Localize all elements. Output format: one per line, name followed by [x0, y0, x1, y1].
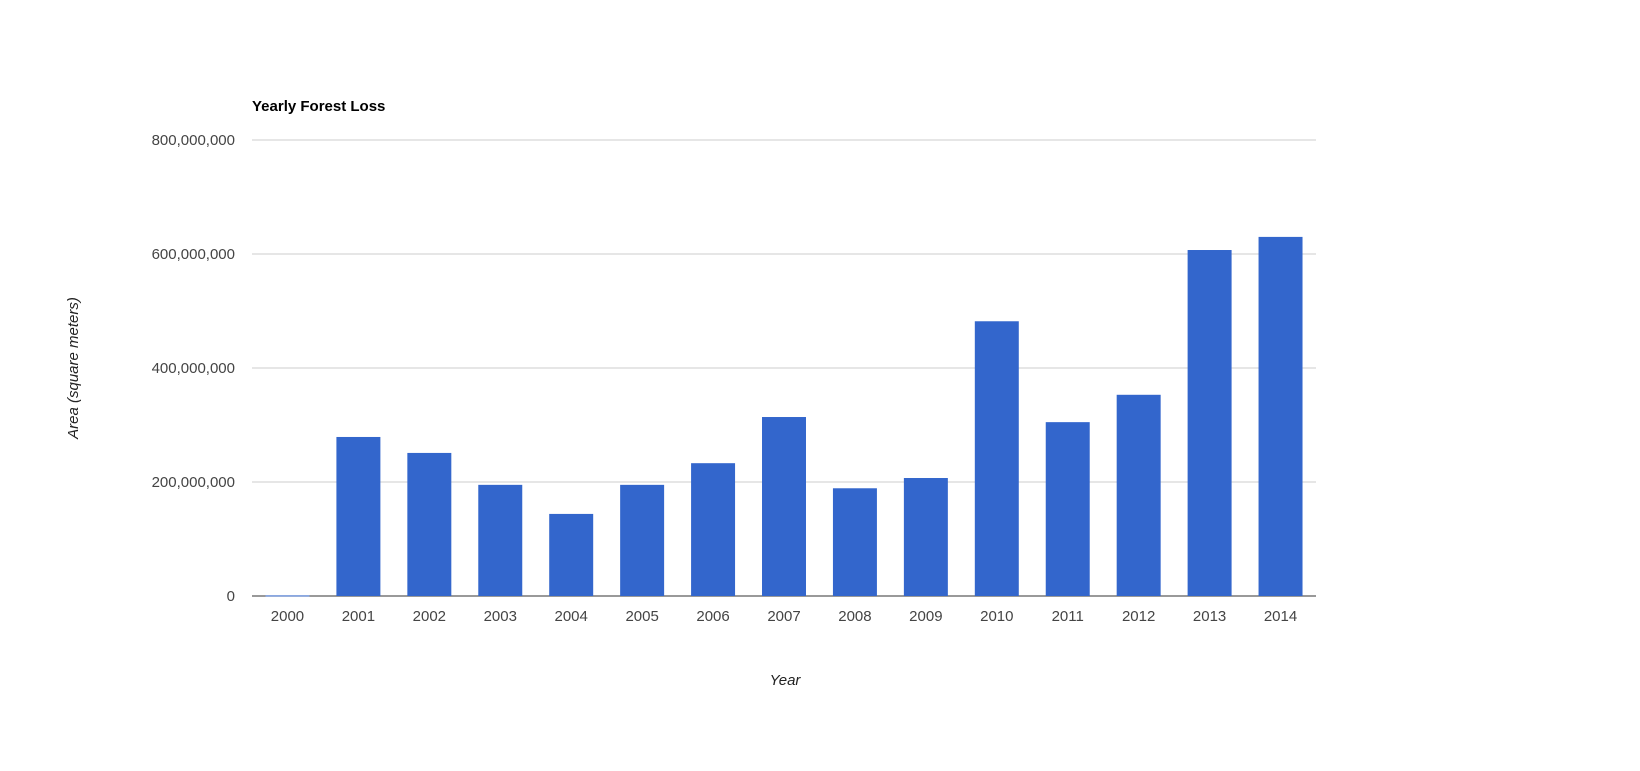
x-tick-label: 2006 — [696, 608, 729, 625]
bar-2012[interactable] — [1116, 394, 1161, 596]
bar-2006[interactable] — [691, 463, 736, 596]
x-tick-label: 2012 — [1122, 608, 1155, 625]
x-tick-label: 2014 — [1264, 608, 1297, 625]
bar-2014[interactable] — [1258, 236, 1303, 596]
x-tick-label: 2000 — [271, 608, 304, 625]
x-tick-label: 2003 — [484, 608, 517, 625]
bar-2007[interactable] — [762, 417, 806, 596]
y-tick-label: 200,000,000 — [152, 474, 235, 491]
x-tick-label: 2009 — [909, 608, 942, 625]
x-axis-label: Year — [770, 672, 802, 689]
bar-2011[interactable] — [1045, 422, 1090, 596]
bar-2008[interactable] — [832, 488, 877, 596]
x-tick-label: 2001 — [342, 608, 375, 625]
bar-2003[interactable] — [478, 484, 523, 596]
x-tick-label: 2004 — [555, 608, 588, 625]
bar-2004[interactable] — [549, 513, 594, 596]
x-tick-label: 2011 — [1052, 608, 1084, 625]
x-tick-label: 2007 — [767, 608, 800, 625]
bar-2001[interactable] — [336, 436, 381, 596]
y-tick-label: 800,000,000 — [152, 132, 235, 149]
y-tick-label: 400,000,000 — [152, 360, 235, 377]
bar-2013[interactable] — [1187, 250, 1232, 596]
x-tick-label: 2008 — [838, 608, 871, 625]
y-tick-label: 0 — [227, 588, 235, 605]
x-tick-label: 2010 — [980, 608, 1013, 625]
bar-2009[interactable] — [903, 478, 948, 596]
x-tick-label: 2013 — [1193, 608, 1226, 625]
chart-title: Yearly Forest Loss — [252, 98, 385, 115]
y-axis-label: Area (square meters) — [65, 297, 82, 440]
x-tick-label: 2005 — [625, 608, 658, 625]
bar-2005[interactable] — [620, 484, 665, 596]
y-tick-label: 600,000,000 — [152, 246, 235, 263]
x-tick-label: 2002 — [413, 608, 446, 625]
bar-2000[interactable] — [265, 595, 310, 597]
bar-2010[interactable] — [974, 321, 1019, 596]
bar-2002[interactable] — [407, 452, 452, 596]
